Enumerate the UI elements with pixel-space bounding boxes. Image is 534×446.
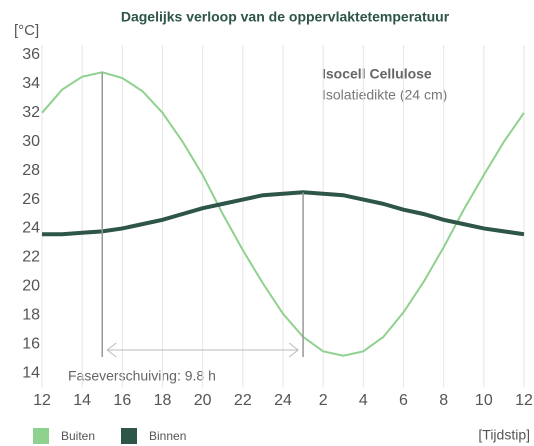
legend-label: Buiten	[61, 429, 95, 443]
y-tick-label: 22	[22, 249, 40, 266]
x-tick-label: 16	[113, 392, 131, 409]
x-tick-label: 10	[475, 392, 493, 409]
y-tick-label: 30	[22, 133, 40, 150]
y-tick-label: 26	[22, 191, 40, 208]
x-tick-label: 14	[73, 392, 91, 409]
x-tick-label: 4	[359, 392, 368, 409]
y-axis-label: [°C]	[14, 22, 39, 39]
legend-swatch	[121, 428, 137, 444]
y-tick-label: 20	[22, 278, 40, 295]
x-tick-label: 12	[515, 392, 533, 409]
arrow-head	[106, 342, 117, 358]
y-tick-label: 28	[22, 162, 40, 179]
annotation: Isocell Cellulose	[322, 66, 432, 82]
legend-swatch	[33, 428, 49, 444]
annotation: Isolatiedikte (24 cm)	[322, 87, 447, 103]
series-line	[42, 190, 525, 237]
x-axis-label: [Tijdstip]	[478, 427, 530, 443]
arrow-head	[288, 342, 299, 358]
x-tick-label: 22	[234, 392, 252, 409]
x-tick-label: 18	[154, 392, 172, 409]
y-tick-label: 14	[22, 364, 40, 381]
x-tick-label: 2	[319, 392, 328, 409]
x-tick-label: 20	[194, 392, 212, 409]
annotation: Faseverschuiving: 9.8 h	[68, 368, 216, 384]
y-tick-label: 32	[22, 104, 40, 121]
y-tick-label: 18	[22, 306, 40, 323]
series-line	[41, 71, 525, 357]
x-tick-label: 24	[274, 392, 292, 409]
x-tick-label: 6	[399, 392, 408, 409]
chart-title: Dagelijks verloop van de oppervlaktetemp…	[121, 9, 450, 25]
x-tick-label: 8	[439, 392, 448, 409]
x-tick-label: 12	[33, 392, 51, 409]
y-tick-label: 34	[22, 75, 40, 92]
y-tick-label: 36	[22, 46, 40, 63]
y-tick-label: 16	[22, 335, 40, 352]
legend-label: Binnen	[149, 429, 186, 443]
y-tick-label: 24	[22, 220, 40, 237]
